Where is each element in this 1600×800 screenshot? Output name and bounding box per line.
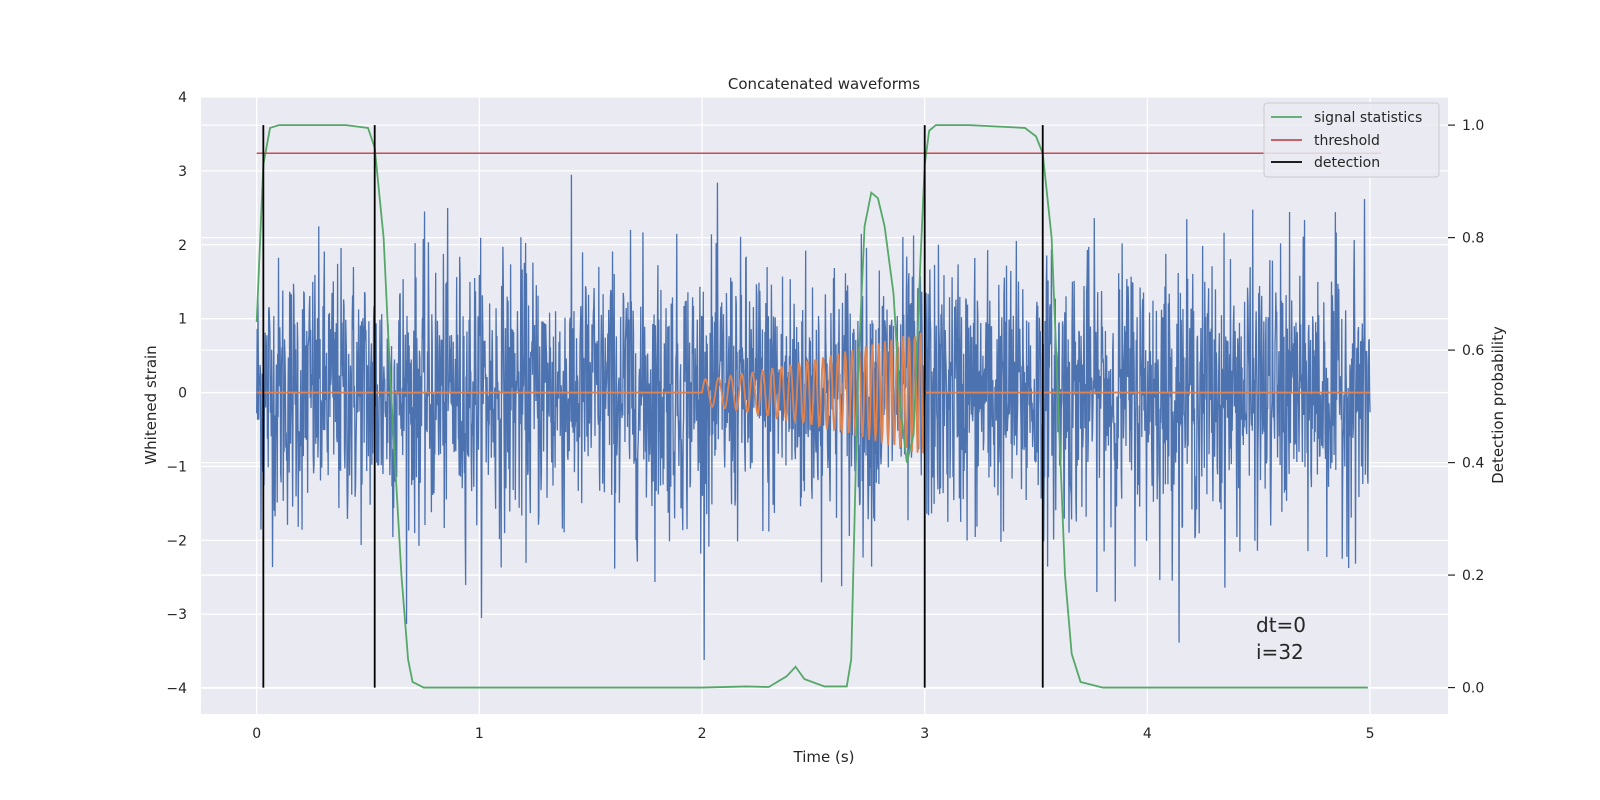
y-right-axis-ticks: 0.0 0.2 0.4 0.6 0.8 1.0 — [1448, 118, 1484, 697]
y-left-tick-label: 2 — [178, 238, 187, 254]
legend-label-detection: detection — [1314, 155, 1380, 171]
x-tick-label: 5 — [1366, 726, 1375, 742]
legend-label-threshold: threshold — [1314, 133, 1380, 149]
y-right-tick-label: 0.6 — [1462, 343, 1484, 359]
x-axis-ticks: 0 1 2 3 4 5 — [252, 726, 1374, 742]
series-chirp-signal — [256, 332, 1371, 454]
y-left-tick-label: 4 — [178, 90, 187, 106]
legend-label-signal-statistics: signal statistics — [1314, 110, 1422, 126]
x-tick-label: 3 — [920, 726, 929, 742]
y-right-tick-label: 1.0 — [1462, 118, 1484, 134]
chart-title: Concatenated waveforms — [728, 75, 920, 93]
series-signal-statistics — [255, 124, 1368, 689]
x-tick-label: 2 — [698, 726, 707, 742]
y-left-tick-label: 3 — [178, 164, 187, 180]
y-left-tick-label: 0 — [178, 386, 187, 402]
y-right-axis-label: Detection probability — [1489, 326, 1507, 484]
legend-box — [1263, 102, 1440, 178]
legend: signal statistics threshold detection — [1263, 102, 1440, 178]
annotation-dt: dt=0 — [1256, 613, 1306, 637]
y-left-tick-label: 1 — [178, 312, 187, 328]
series-layer — [255, 124, 1382, 689]
y-right-tick-label: 0.0 — [1462, 681, 1484, 697]
x-tick-label: 0 — [252, 726, 261, 742]
y-right-tick-label: 0.2 — [1462, 568, 1484, 584]
y-right-tick-label: 0.4 — [1462, 456, 1484, 472]
x-tick-label: 1 — [475, 726, 484, 742]
y-left-tick-label: −2 — [166, 533, 187, 549]
y-left-tick-label: −1 — [166, 459, 187, 475]
series-detection — [262, 125, 1044, 688]
x-axis-label: Time (s) — [793, 748, 855, 766]
y-left-axis-ticks: −4 −3 −2 −1 0 1 2 3 4 — [166, 90, 187, 697]
y-right-tick-label: 0.8 — [1462, 231, 1484, 247]
annotation-i: i=32 — [1256, 640, 1304, 664]
y-left-tick-label: −3 — [166, 607, 187, 623]
y-left-tick-label: −4 — [166, 681, 187, 697]
x-tick-label: 4 — [1143, 726, 1152, 742]
y-left-axis-label: Whitened strain — [142, 345, 160, 464]
